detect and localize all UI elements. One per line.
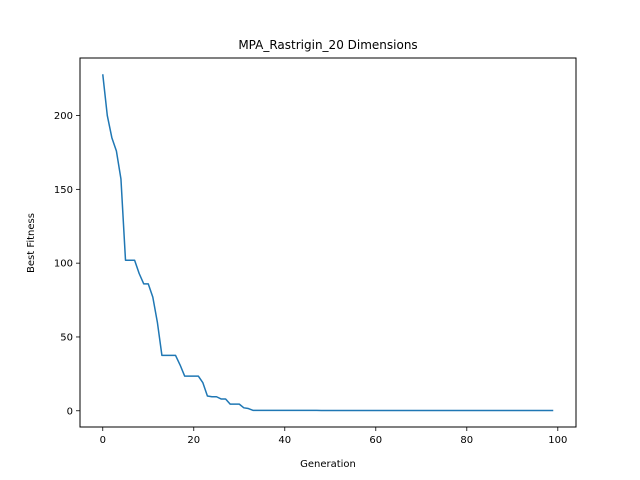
y-axis: 0 50 100 150 200 <box>54 111 80 417</box>
plot-frame <box>79 57 577 428</box>
y-tick-label: 0 <box>67 406 73 417</box>
y-tick-label: 200 <box>54 111 73 122</box>
x-tick-label: 100 <box>548 435 567 446</box>
series-line <box>102 74 554 412</box>
x-axis-label: Generation <box>300 459 356 470</box>
x-tick-label: 60 <box>369 435 382 446</box>
y-tick-label: 50 <box>60 332 73 343</box>
x-tick-label: 20 <box>187 435 200 446</box>
x-tick-label: 0 <box>100 435 106 446</box>
y-tick-label: 150 <box>54 185 73 196</box>
chart-title: MPA_Rastrigin_20 Dimensions <box>238 38 417 52</box>
y-axis-label: Best Fitness <box>26 213 37 273</box>
y-tick-label: 100 <box>54 259 73 270</box>
x-tick-label: 80 <box>460 435 473 446</box>
plot-area <box>102 74 554 412</box>
x-axis: 0 20 40 60 80 100 <box>100 427 567 446</box>
x-tick-label: 40 <box>278 435 291 446</box>
